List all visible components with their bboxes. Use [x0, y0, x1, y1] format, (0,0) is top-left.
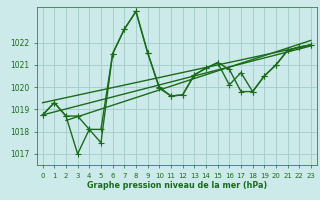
- X-axis label: Graphe pression niveau de la mer (hPa): Graphe pression niveau de la mer (hPa): [87, 181, 267, 190]
